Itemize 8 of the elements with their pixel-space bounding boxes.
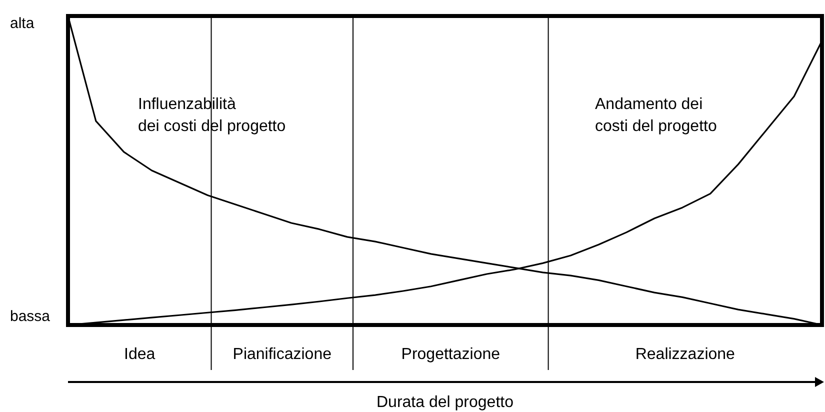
text: Idea <box>124 346 156 363</box>
text: bassa <box>10 308 51 325</box>
x-axis-title: Durata del progetto <box>376 394 514 411</box>
text: Pianificazione <box>232 346 332 363</box>
text: Andamento dei costi del progetto <box>595 95 717 137</box>
text: Realizzazione <box>635 346 736 363</box>
text: alta <box>10 15 35 32</box>
text: Progettazione <box>401 346 500 363</box>
